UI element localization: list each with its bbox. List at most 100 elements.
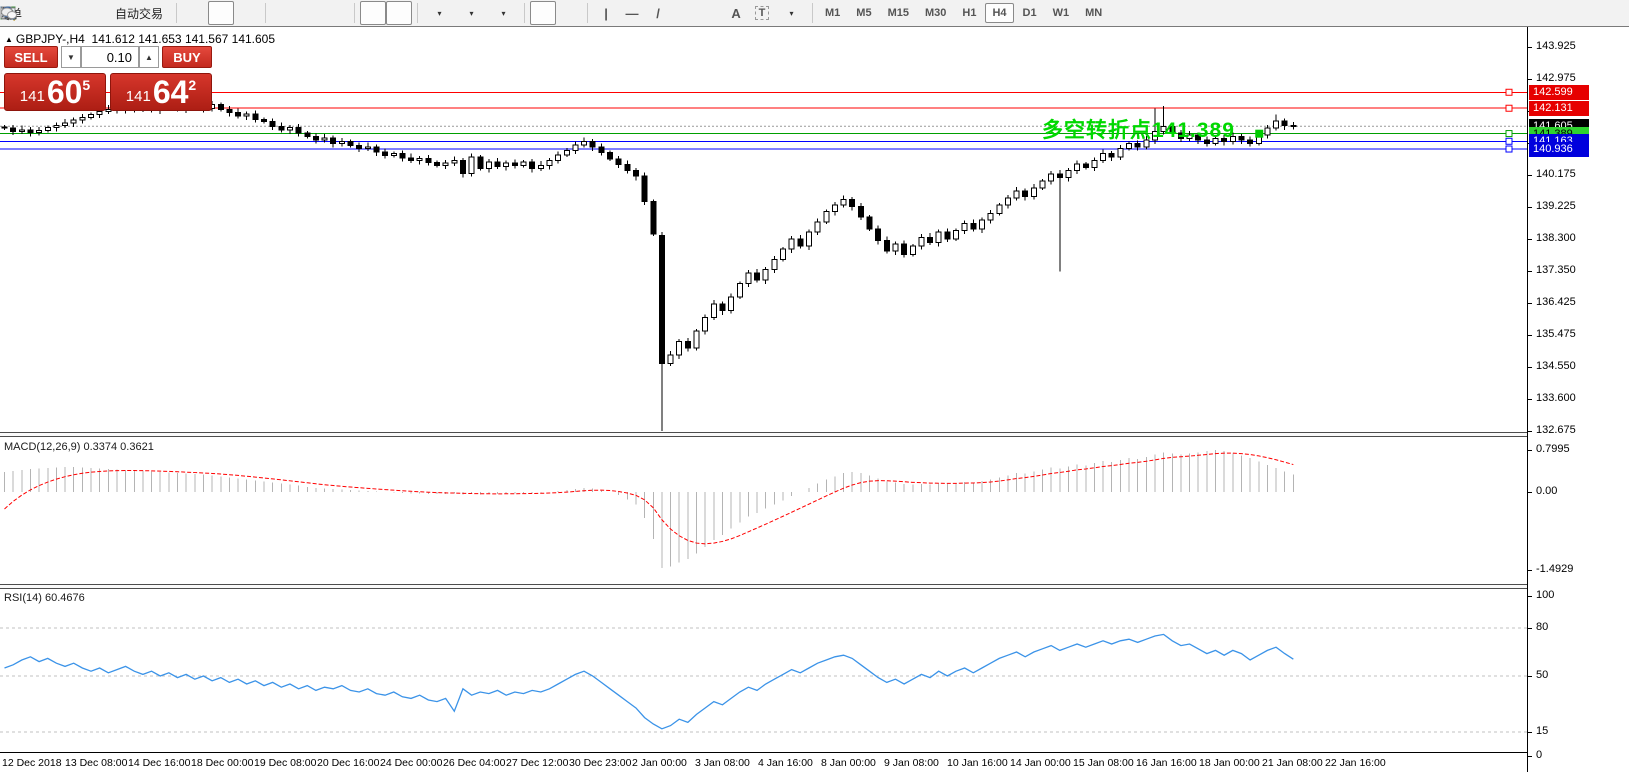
buy-marker[interactable] [1255,129,1264,138]
bar-chart-button[interactable] [1,1,208,25]
time-label: 2 Jan 00:00 [632,757,687,769]
time-label: 3 Jan 08:00 [695,757,750,769]
timeframe-h4-button[interactable]: H4 [985,3,1014,23]
time-label: 18 Jan 00:00 [1199,757,1260,769]
pane-separator[interactable] [0,584,1527,589]
time-label: 12 Dec 2018 [2,757,62,769]
pane-separator[interactable] [0,432,1527,437]
ohlc-values: 141.612 141.653 141.567 141.605 [91,32,276,46]
tick-mark [1528,399,1532,401]
pivot-annotation[interactable]: 多空转折点141.389 [1042,119,1235,142]
candlestick-chart-button[interactable] [1,1,235,25]
text-label-icon: T [754,6,770,20]
auto-scroll-button[interactable] [2,1,387,25]
volume-decrease-button[interactable]: ▼ [61,46,81,68]
sell-price-box[interactable]: 141 60 5 [4,73,106,111]
timeframe-m15-button[interactable]: M15 [887,7,909,19]
macd-histogram [4,450,1294,568]
rsi-tick: 100 [1536,589,1555,601]
search-button[interactable] [1,1,1595,25]
time-label: 30 Dec 23:00 [569,757,632,769]
chevron-down-icon: ▾ [437,8,442,18]
line-handle[interactable] [1505,104,1513,112]
toolbar-separator [176,3,178,23]
sell-button[interactable]: SELL [4,46,58,68]
chevron-down-icon: ▾ [469,8,474,18]
chevron-down-icon: ▼ [67,52,75,62]
chart-shift-button[interactable] [2,1,413,25]
timeframe-w1-button[interactable]: W1 [1052,7,1070,19]
toolbar-separator [524,3,526,23]
trendline-button[interactable]: / [645,1,671,25]
timeframe-mn-button[interactable]: MN [1085,7,1103,19]
price-tick: 142.975 [1536,72,1576,85]
toolbar-separator [812,3,814,23]
equidistant-channel-button[interactable] [1,1,697,25]
rsi-pane[interactable] [0,589,1527,752]
indicators-button[interactable]: ▾ [1,1,455,25]
price-badge: 142.599 [1529,85,1589,101]
line-chart-button[interactable] [1,1,260,25]
timeframe-h1-button[interactable]: H1 [962,7,977,19]
chevron-down-icon: ▾ [501,8,506,18]
line-handle[interactable] [1505,88,1513,96]
price-chart[interactable] [0,28,1527,432]
volume-input[interactable]: 0.10 [81,46,139,68]
buy-price-box[interactable]: 141 64 2 [110,73,212,111]
trendline-icon: / [656,5,660,21]
price-axis[interactable]: 143.925142.975142.050141.100140.175139.2… [1527,27,1629,772]
tick-mark [1528,676,1532,677]
time-label: 18 Dec 00:00 [191,757,254,769]
price-badge: 140.936 [1529,142,1589,158]
buy-button[interactable]: BUY [162,46,212,68]
price-tick: 135.475 [1536,328,1576,341]
line-handle[interactable] [1505,145,1513,153]
line-handle[interactable] [1505,137,1513,145]
market-button[interactable] [2,1,81,25]
timeframe-m5-button[interactable]: M5 [856,7,872,19]
metaeditor-button[interactable] [2,1,55,25]
crosshair-button[interactable] [1,1,582,25]
zoom-in-button[interactable] [1,1,297,25]
chart-header: ▲ GBPJPY-,H4 141.612 141.653 141.567 141.… [5,32,275,46]
time-axis[interactable]: 12 Dec 2018 13 Dec 08:00 14 Dec 16:00 18 De… [0,752,1527,772]
tile-windows-button[interactable] [0,1,349,25]
macd-pane[interactable] [0,437,1527,584]
periods-button[interactable]: ▾ [1,1,487,25]
chat-button[interactable] [1,1,1621,25]
tick-mark [1528,366,1532,368]
price-badge: 142.131 [1529,101,1589,117]
timeframe-m30-button[interactable]: M30 [924,7,947,19]
autotrading-button[interactable]: 自动交易 [1,1,171,25]
rsi-line [4,633,1294,730]
price-tick: 134.550 [1536,359,1576,372]
tick-mark [1528,430,1532,432]
one-click-trading-panel: SELL ▼ 0.10 ▲ BUY 141 60 5 141 64 2 [0,46,216,116]
collapse-triangle-icon[interactable]: ▲ [5,35,13,44]
time-label: 14 Jan 00:00 [1010,757,1071,769]
signals-button[interactable] [1,1,107,25]
tick-mark [1528,335,1532,337]
tick-mark [1528,302,1532,304]
timeframe-d1-button[interactable]: D1 [1022,7,1037,19]
horizontal-lines[interactable] [0,88,1527,153]
vertical-line-button[interactable]: | [593,1,619,25]
volume-increase-button[interactable]: ▲ [139,46,159,68]
templates-button[interactable]: ▾ [0,1,519,25]
timeframe-m1-button[interactable]: M1 [825,7,841,19]
time-label: 22 Jan 16:00 [1325,757,1386,769]
horizontal-line-button[interactable]: — [619,1,645,25]
fibonacci-button[interactable]: F [2,1,723,25]
tick-mark [1528,570,1532,572]
cursor-button[interactable] [3,1,557,25]
autotrading-label: 自动交易 [115,6,164,21]
text-label-button[interactable]: T [749,1,775,25]
time-label: 24 Dec 00:00 [380,757,443,769]
toolbar-separator [587,3,589,23]
toolbar-separator [354,3,356,23]
zoom-out-button[interactable] [1,1,323,25]
time-label: 15 Jan 08:00 [1073,757,1134,769]
line-handle[interactable] [1505,130,1513,138]
arrows-button[interactable]: ▾ [3,1,807,25]
text-button[interactable]: A [723,1,749,25]
